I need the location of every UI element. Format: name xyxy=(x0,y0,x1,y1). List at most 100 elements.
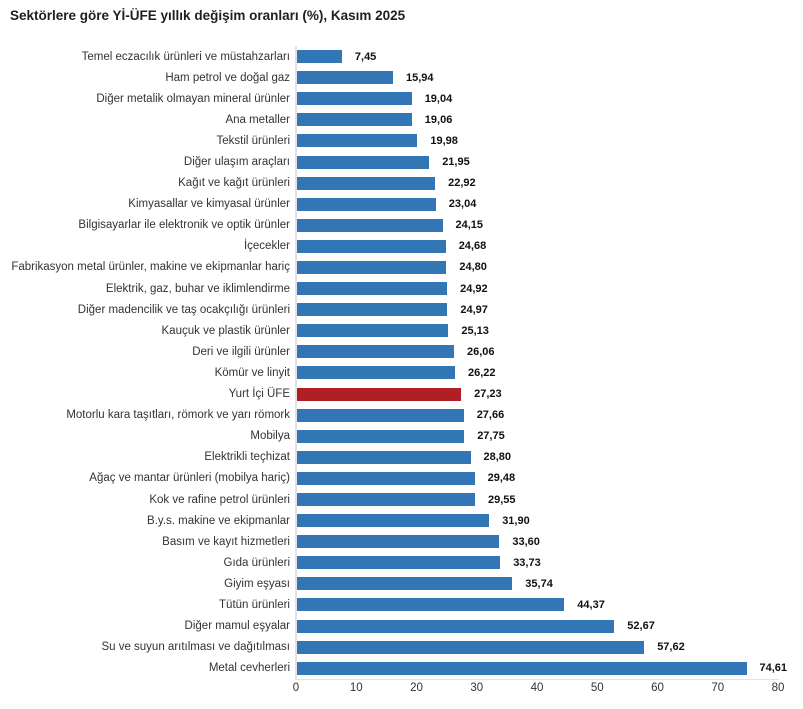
category-label: Kok ve rafine petrol ürünleri xyxy=(149,493,290,506)
x-tick-label: 50 xyxy=(590,682,604,694)
bar xyxy=(297,493,475,507)
bar-row: Kağıt ve kağıt ürünleri 22,92 xyxy=(0,173,803,194)
category-label: Kauçuk ve plastik ürünler xyxy=(161,324,290,337)
bar-track: 35,74 xyxy=(297,573,803,594)
bar-row: Temel eczacılık ürünleri ve müstahzarlar… xyxy=(0,46,803,67)
x-tick-label: 40 xyxy=(530,682,544,694)
bar-row: Kimyasallar ve kimyasal ürünler 23,04 xyxy=(0,194,803,215)
bar xyxy=(297,366,455,380)
category-label: Elektrik, gaz, buhar ve iklimlendirme xyxy=(105,282,290,295)
bar-track: 44,37 xyxy=(297,594,803,615)
value-label: 19,04 xyxy=(424,92,453,105)
bar-track: 22,92 xyxy=(297,173,803,194)
value-label: 26,06 xyxy=(467,345,495,358)
bar xyxy=(297,282,448,296)
bar-track: 26,22 xyxy=(297,362,803,383)
bar xyxy=(297,535,500,549)
x-tick-label: 20 xyxy=(410,682,423,694)
category-label: Kömür ve linyit xyxy=(214,366,290,379)
category-label: B.y.s. makine ve ekipmanlar xyxy=(147,514,290,527)
value-label: 27,23 xyxy=(474,388,502,401)
bar-row: Basım ve kayıt hizmetleri 33,60 xyxy=(0,531,803,552)
bar xyxy=(297,598,565,612)
bar-track: 19,98 xyxy=(297,130,803,151)
value-label: 57,62 xyxy=(657,641,685,654)
bar-track: 25,13 xyxy=(297,320,803,341)
bar-track: 23,04 xyxy=(297,194,803,215)
category-label: Tütün ürünleri xyxy=(219,598,290,611)
bar xyxy=(297,71,393,85)
category-label: Basım ve kayıt hizmetleri xyxy=(162,535,290,548)
bar-track: 33,73 xyxy=(297,552,803,573)
value-label: 19,06 xyxy=(424,113,453,126)
category-label: Bilgisayarlar ile elektronik ve optik ür… xyxy=(78,219,290,232)
bar-track: 29,48 xyxy=(297,468,803,489)
bar xyxy=(297,113,412,127)
bar-track: 31,90 xyxy=(297,510,803,531)
category-label: Ham petrol ve doğal gaz xyxy=(165,71,290,84)
category-label: Ana metaller xyxy=(225,113,290,126)
bar-row: Diğer metalik olmayan mineral ürünler 19,… xyxy=(0,88,803,109)
bar-track: 24,97 xyxy=(297,299,803,320)
bar-track: 7,45 xyxy=(297,46,803,67)
bar-row: Tütün ürünleri 44,37 xyxy=(0,594,803,615)
bar-track: 15,94 xyxy=(297,67,803,88)
bar-row: Ağaç ve mantar ürünleri (mobilya hariç) 2… xyxy=(0,468,803,489)
value-label: 27,66 xyxy=(476,409,505,422)
bar-row: Giyim eşyası 35,74 xyxy=(0,573,803,594)
value-label: 24,68 xyxy=(458,240,487,253)
bar-track: 26,06 xyxy=(297,341,803,362)
value-label: 28,80 xyxy=(483,451,512,464)
value-label: 7,45 xyxy=(354,50,377,63)
bar-row: Kok ve rafine petrol ürünleri 29,55 xyxy=(0,489,803,510)
value-label: 26,22 xyxy=(468,366,496,379)
value-label: 24,92 xyxy=(460,282,488,295)
bar xyxy=(297,514,490,528)
bar xyxy=(297,577,513,591)
bar xyxy=(297,324,449,338)
x-axis-line xyxy=(295,679,779,680)
value-label: 33,73 xyxy=(513,556,541,569)
category-label: Giyim eşyası xyxy=(224,577,290,590)
bar xyxy=(297,134,418,148)
bar-track: 24,92 xyxy=(297,278,803,299)
category-label: Diğer ulaşım araçları xyxy=(183,156,290,169)
bar-row: Yurt İçi ÜFE 27,23 xyxy=(0,384,803,405)
bar-track: 19,06 xyxy=(297,109,803,130)
value-label: 19,98 xyxy=(430,134,458,147)
bar xyxy=(297,197,436,211)
value-label: 27,75 xyxy=(477,430,505,443)
bar-row: Kauçuk ve plastik ürünler 25,13 xyxy=(0,320,803,341)
bar-row: Elektrikli teçhizat 28,80 xyxy=(0,447,803,468)
value-label: 44,37 xyxy=(577,598,605,611)
bar-row: Kömür ve linyit 26,22 xyxy=(0,362,803,383)
bar-track: 74,61 xyxy=(297,658,803,679)
value-label: 23,04 xyxy=(448,198,477,211)
bar-chart: Temel eczacılık ürünleri ve müstahzarlar… xyxy=(0,46,803,679)
bar xyxy=(297,640,645,654)
bar-row: Ana metaller 19,06 xyxy=(0,109,803,130)
x-tick-label: 70 xyxy=(711,682,725,694)
bar-track: 19,04 xyxy=(297,88,803,109)
bar xyxy=(297,239,446,253)
x-tick-label: 80 xyxy=(771,682,785,694)
value-label: 52,67 xyxy=(627,620,655,633)
value-label: 24,80 xyxy=(459,261,487,274)
bar-row: Mobilya 27,75 xyxy=(0,426,803,447)
x-tick-label: 30 xyxy=(470,682,484,694)
chart-title: Sektörlere göre Yİ-ÜFE yıllık değişim or… xyxy=(10,8,406,23)
bar-track: 24,80 xyxy=(297,257,803,278)
category-label: Fabrikasyon metal ürünler, makine ve eki… xyxy=(11,261,290,274)
value-label: 15,94 xyxy=(406,71,434,84)
category-label: Ağaç ve mantar ürünleri (mobilya hariç) xyxy=(89,472,290,485)
category-label: Temel eczacılık ürünleri ve müstahzarlar… xyxy=(81,50,290,63)
bar-row: Bilgisayarlar ile elektronik ve optik ür… xyxy=(0,215,803,236)
x-axis-ticks: 0 10 20 30 40 50 60 70 80 xyxy=(293,682,785,698)
bar xyxy=(297,619,615,633)
category-label: Metal cevherleri xyxy=(208,662,290,675)
bar-row: B.y.s. makine ve ekipmanlar 31,90 xyxy=(0,510,803,531)
bar xyxy=(297,471,475,485)
category-label: Gıda ürünleri xyxy=(223,556,290,569)
bar-row: Deri ve ilgili ürünler 26,06 xyxy=(0,341,803,362)
